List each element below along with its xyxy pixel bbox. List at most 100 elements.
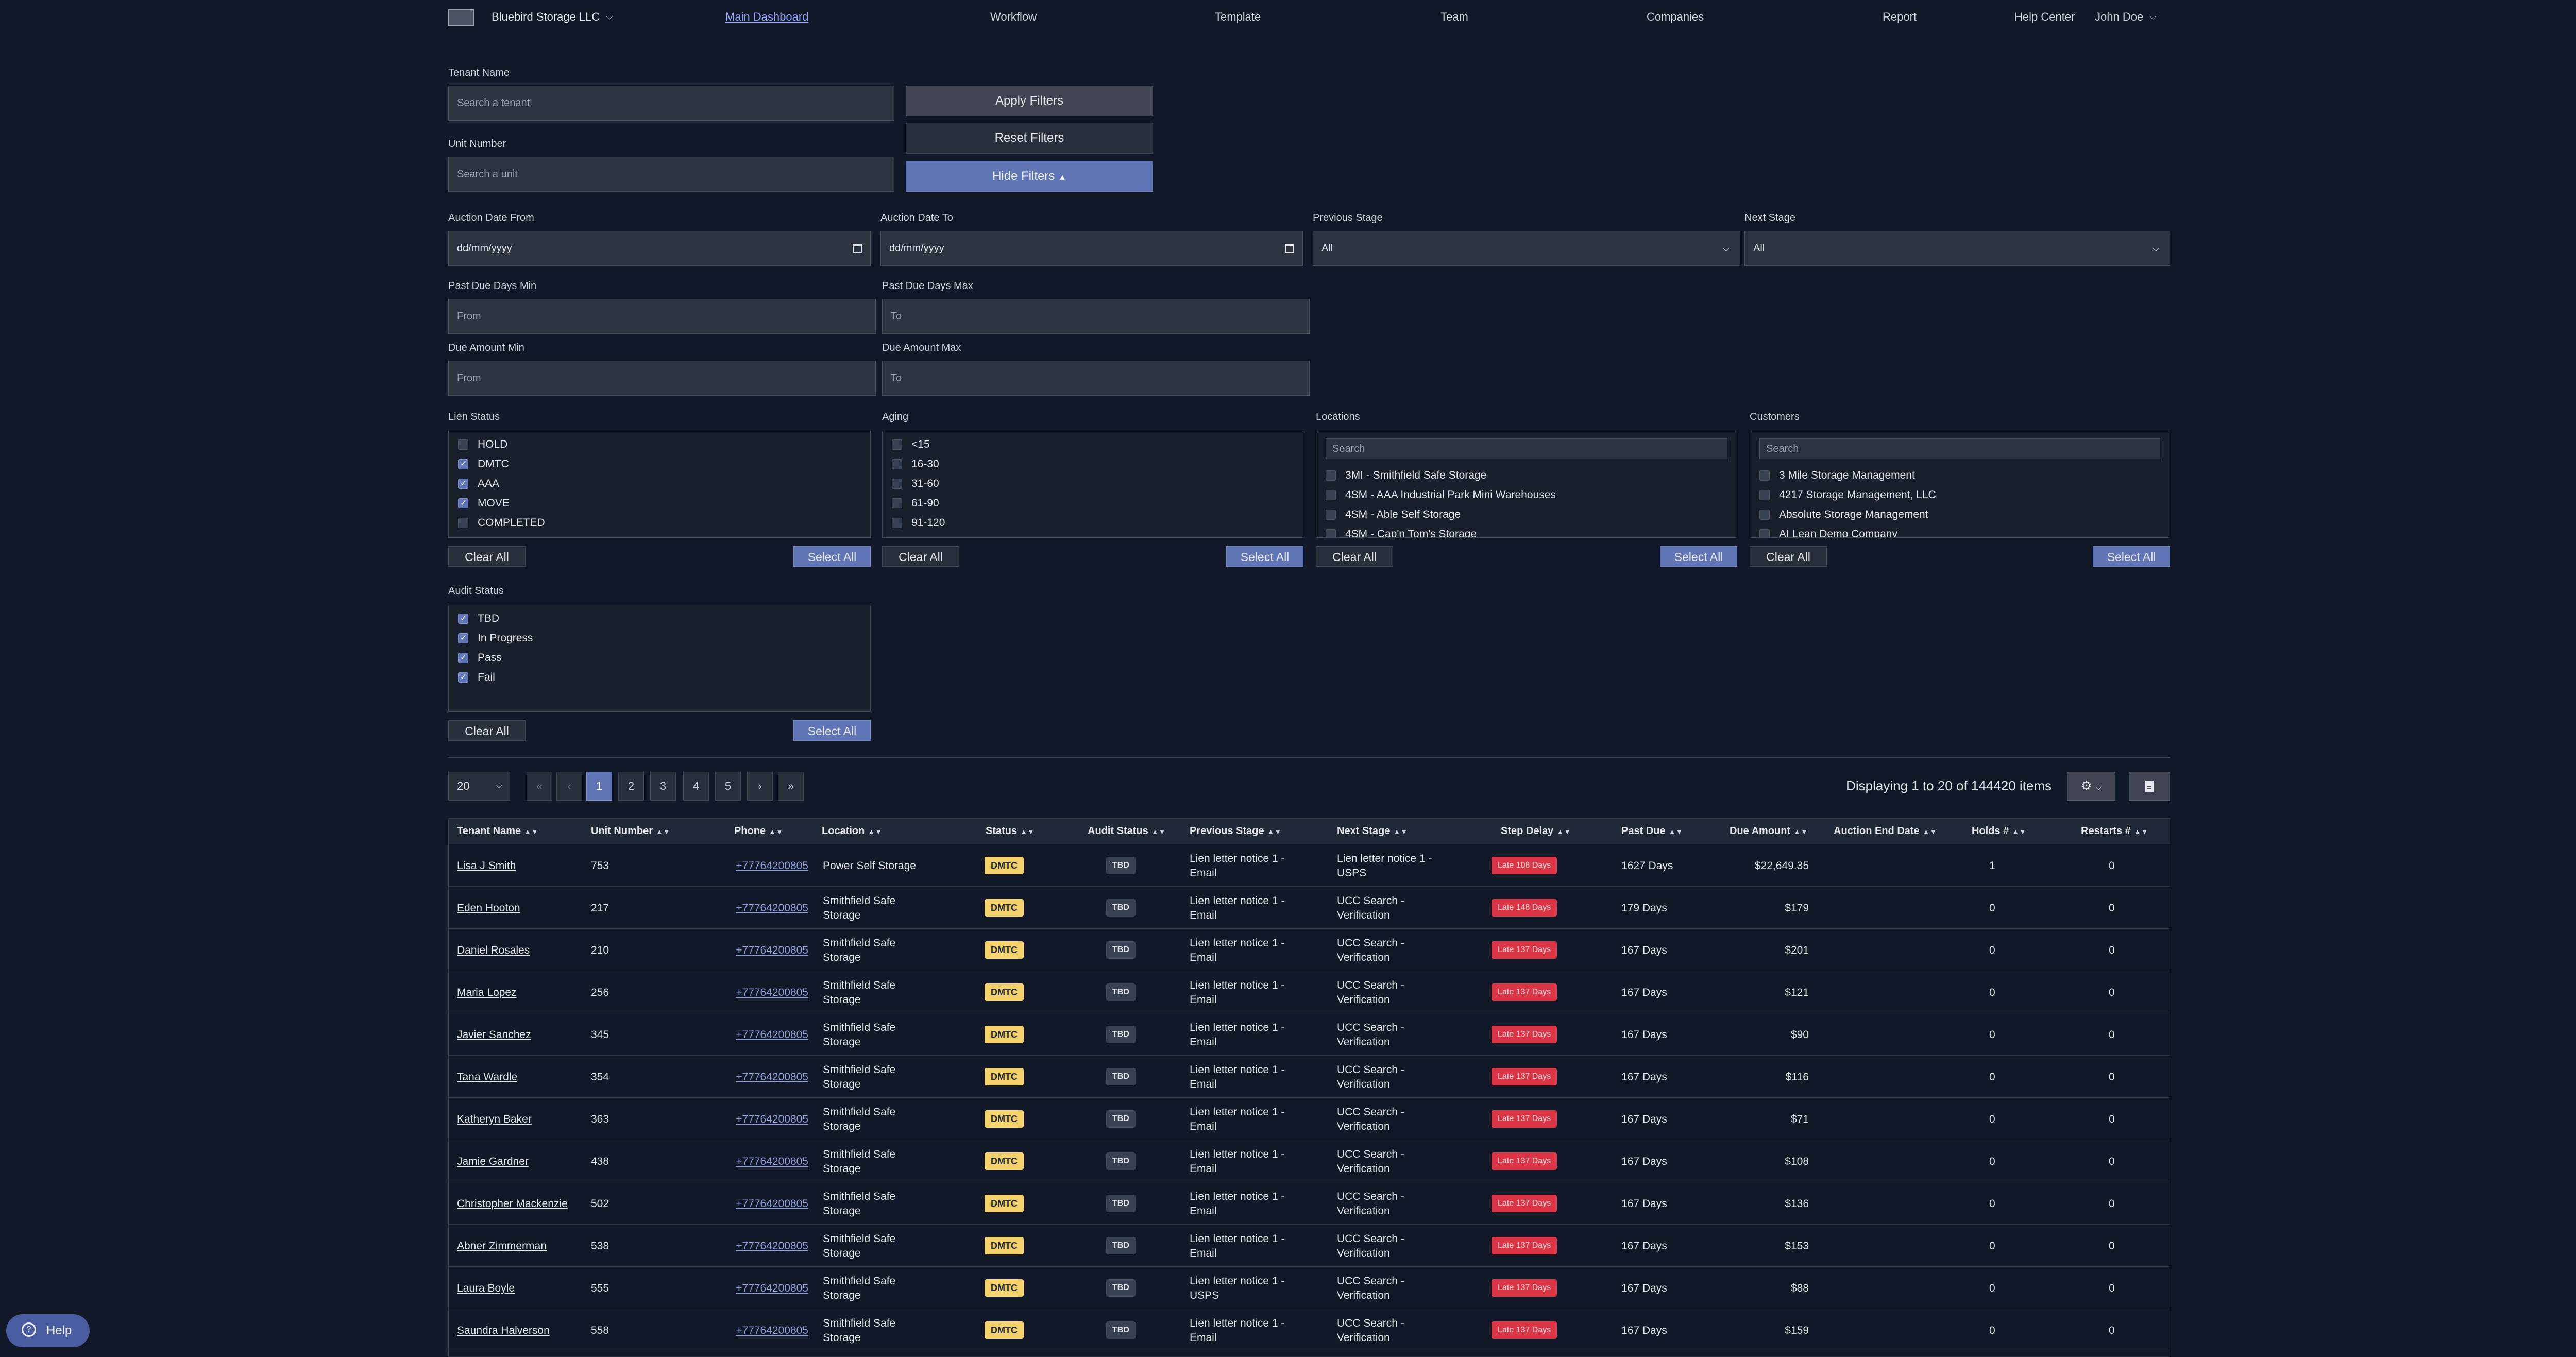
unit-search-input[interactable]: Search a unit <box>448 157 894 192</box>
column-header[interactable]: Holds # ▲▼ <box>1972 825 2026 837</box>
phone-link[interactable]: +77764200805 <box>736 944 808 956</box>
column-header[interactable]: Step Delay ▲▼ <box>1501 825 1571 837</box>
page-button-5[interactable]: 5 <box>715 772 741 801</box>
tenant-name-link[interactable]: Daniel Rosales <box>457 944 530 956</box>
nav-link-companies[interactable]: Companies <box>1647 10 1704 23</box>
tenant-name-link[interactable]: Eden Hooton <box>457 902 520 914</box>
hide-filters-button[interactable]: Hide Filters ▲ <box>906 161 1153 192</box>
locations-search-input[interactable]: Search <box>1326 438 1727 459</box>
export-button[interactable] <box>2129 772 2170 801</box>
column-header[interactable]: Phone ▲▼ <box>734 825 783 837</box>
checkbox[interactable] <box>1326 510 1336 520</box>
column-header[interactable]: Next Stage ▲▼ <box>1337 825 1408 837</box>
phone-link[interactable]: +77764200805 <box>736 1156 808 1167</box>
checkbox[interactable] <box>458 672 468 683</box>
calendar-icon[interactable] <box>1285 244 1294 253</box>
auction-date-to-input[interactable]: dd/mm/yyyy <box>880 231 1303 266</box>
help-center-link[interactable]: Help Center <box>2014 10 2075 23</box>
tenant-search-input[interactable]: Search a tenant <box>448 86 894 121</box>
column-header[interactable]: Restarts # ▲▼ <box>2081 825 2148 837</box>
customers-select-all-button[interactable]: Select All <box>2093 546 2170 567</box>
tenant-name-link[interactable]: Lisa J Smith <box>457 860 516 872</box>
company-switcher[interactable]: Bluebird Storage LLC <box>492 10 600 23</box>
checkbox[interactable] <box>458 652 468 663</box>
tenant-name-link[interactable]: Javier Sanchez <box>457 1029 531 1041</box>
phone-link[interactable]: +77764200805 <box>736 1071 808 1083</box>
checkbox[interactable] <box>458 498 468 508</box>
past-due-min-input[interactable]: From <box>448 299 876 334</box>
next-page-button[interactable]: › <box>747 772 773 801</box>
column-header[interactable]: Status ▲▼ <box>986 825 1035 837</box>
next-stage-select[interactable]: All ⌵ <box>1744 231 2170 266</box>
checkbox[interactable] <box>458 613 468 624</box>
customers-search-input[interactable]: Search <box>1759 438 2160 459</box>
checkbox[interactable] <box>1759 490 1770 500</box>
nav-link-main-dashboard[interactable]: Main Dashboard <box>725 10 809 23</box>
calendar-icon[interactable] <box>853 244 862 253</box>
column-header[interactable]: Auction End Date ▲▼ <box>1834 825 1937 837</box>
column-header[interactable]: Location ▲▼ <box>822 825 882 837</box>
column-header[interactable]: Due Amount ▲▼ <box>1730 825 1808 837</box>
phone-link[interactable]: +77764200805 <box>736 1282 808 1294</box>
phone-link[interactable]: +77764200805 <box>736 1198 808 1210</box>
phone-link[interactable]: +77764200805 <box>736 987 808 998</box>
phone-link[interactable]: +77764200805 <box>736 1029 808 1041</box>
apply-filters-button[interactable]: Apply Filters <box>906 86 1153 116</box>
checkbox[interactable] <box>1759 529 1770 537</box>
due-amount-min-input[interactable]: From <box>448 361 876 396</box>
audit-status-clear-all-button[interactable]: Clear All <box>448 720 526 741</box>
checkbox[interactable] <box>1759 470 1770 481</box>
checkbox[interactable] <box>458 478 468 489</box>
audit-status-select-all-button[interactable]: Select All <box>793 720 871 741</box>
checkbox[interactable] <box>892 459 902 469</box>
customers-clear-all-button[interactable]: Clear All <box>1750 546 1827 567</box>
prev-page-button[interactable]: ‹ <box>556 772 582 801</box>
tenant-name-link[interactable]: Saundra Halverson <box>457 1325 550 1336</box>
checkbox[interactable] <box>892 479 902 489</box>
per-page-select[interactable]: 20 ⌵ <box>448 772 510 801</box>
column-header[interactable]: Previous Stage ▲▼ <box>1190 825 1281 837</box>
locations-clear-all-button[interactable]: Clear All <box>1316 546 1393 567</box>
checkbox[interactable] <box>892 439 902 450</box>
nav-link-workflow[interactable]: Workflow <box>990 10 1037 23</box>
checkbox[interactable] <box>458 459 468 469</box>
checkbox[interactable] <box>458 439 468 450</box>
due-amount-max-input[interactable]: To <box>882 361 1310 396</box>
page-button-3[interactable]: 3 <box>650 772 676 801</box>
checkbox[interactable] <box>458 518 468 528</box>
aging-select-all-button[interactable]: Select All <box>1226 546 1303 567</box>
reset-filters-button[interactable]: Reset Filters <box>906 123 1153 154</box>
phone-link[interactable]: +77764200805 <box>736 1240 808 1252</box>
locations-select-all-button[interactable]: Select All <box>1660 546 1737 567</box>
tenant-name-link[interactable]: Jamie Gardner <box>457 1156 529 1167</box>
last-page-button[interactable]: » <box>778 772 804 801</box>
checkbox[interactable] <box>458 633 468 643</box>
tenant-name-link[interactable]: Katheryn Baker <box>457 1113 532 1125</box>
nav-link-template[interactable]: Template <box>1215 10 1261 23</box>
page-button-4[interactable]: 4 <box>683 772 709 801</box>
tenant-name-link[interactable]: Christopher Mackenzie <box>457 1198 568 1210</box>
past-due-max-input[interactable]: To <box>882 299 1310 334</box>
column-header[interactable]: Tenant Name ▲▼ <box>457 825 538 837</box>
page-button-2[interactable]: 2 <box>618 772 644 801</box>
page-button-1[interactable]: 1 <box>586 772 612 801</box>
column-header[interactable]: Past Due ▲▼ <box>1621 825 1683 837</box>
auction-date-from-input[interactable]: dd/mm/yyyy <box>448 231 871 266</box>
user-menu[interactable]: John Doe <box>2095 10 2144 23</box>
phone-link[interactable]: +77764200805 <box>736 860 808 872</box>
checkbox[interactable] <box>892 498 902 508</box>
nav-link-team[interactable]: Team <box>1440 10 1468 23</box>
previous-stage-select[interactable]: All ⌵ <box>1313 231 1740 266</box>
column-header[interactable]: Audit Status ▲▼ <box>1088 825 1166 837</box>
tenant-name-link[interactable]: Laura Boyle <box>457 1282 515 1294</box>
lien-status-select-all-button[interactable]: Select All <box>793 546 871 567</box>
checkbox[interactable] <box>892 518 902 528</box>
checkbox[interactable] <box>1326 529 1336 537</box>
help-button[interactable]: ? Help <box>6 1314 90 1347</box>
column-header[interactable]: Unit Number ▲▼ <box>591 825 670 837</box>
checkbox[interactable] <box>1326 490 1336 500</box>
chevron-down-icon[interactable]: ⌵ <box>606 11 613 22</box>
phone-link[interactable]: +77764200805 <box>736 902 808 914</box>
tenant-name-link[interactable]: Tana Wardle <box>457 1071 518 1083</box>
tenant-name-link[interactable]: Maria Lopez <box>457 987 517 998</box>
